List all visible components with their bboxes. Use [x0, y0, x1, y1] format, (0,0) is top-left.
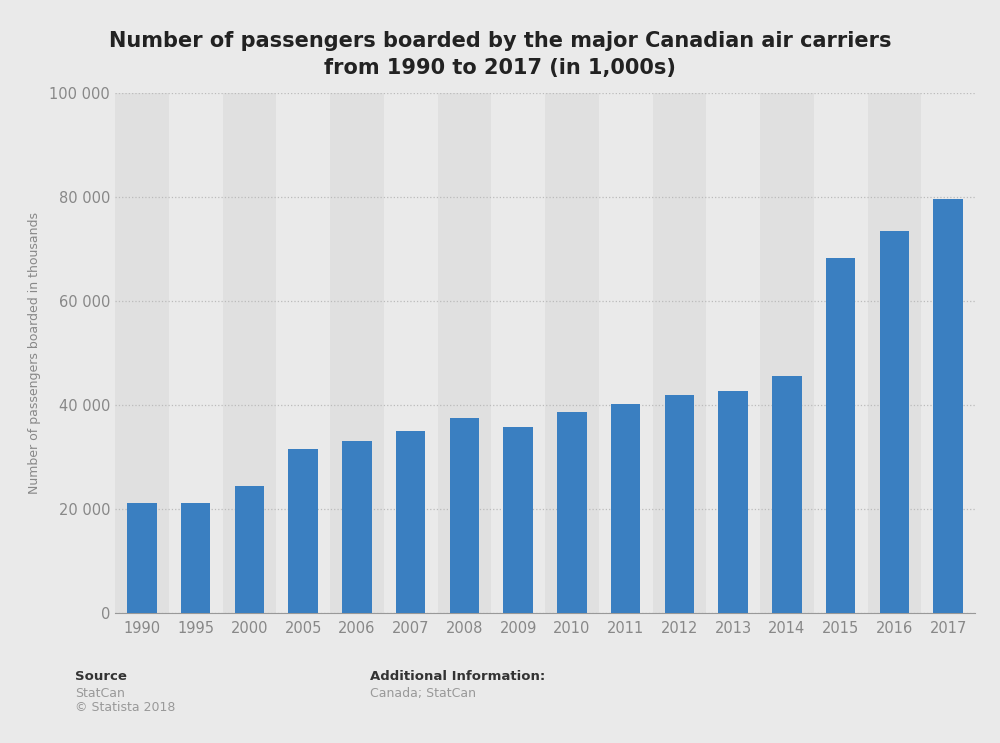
Bar	[814, 93, 868, 613]
Bar	[396, 431, 425, 613]
Bar	[169, 93, 222, 613]
Bar	[665, 395, 694, 613]
Text: Source: Source	[75, 670, 127, 683]
Text: Canada; StatCan: Canada; StatCan	[370, 687, 476, 699]
Bar	[503, 427, 533, 613]
Bar	[760, 93, 814, 613]
Text: Additional Information:: Additional Information:	[370, 670, 545, 683]
Bar	[222, 93, 276, 613]
Bar	[181, 503, 210, 613]
Bar	[288, 449, 318, 613]
Bar	[933, 199, 963, 613]
Bar	[450, 418, 479, 613]
Y-axis label: Number of passengers boarded in thousands: Number of passengers boarded in thousand…	[28, 212, 41, 494]
Bar	[491, 93, 545, 613]
Bar	[772, 376, 802, 613]
Bar	[599, 93, 652, 613]
Bar	[557, 412, 587, 613]
Bar	[868, 93, 921, 613]
Bar	[545, 93, 599, 613]
Bar	[718, 391, 748, 613]
Bar	[127, 503, 157, 613]
Bar	[115, 93, 169, 613]
Bar	[921, 93, 975, 613]
Bar	[330, 93, 384, 613]
Bar	[652, 93, 706, 613]
Text: © Statista 2018: © Statista 2018	[75, 701, 175, 713]
Bar	[826, 259, 855, 613]
Bar	[235, 486, 264, 613]
Text: from 1990 to 2017 (in 1,000s): from 1990 to 2017 (in 1,000s)	[324, 59, 676, 78]
Bar	[342, 441, 372, 613]
Text: Number of passengers boarded by the major Canadian air carriers: Number of passengers boarded by the majo…	[109, 31, 891, 51]
Bar	[276, 93, 330, 613]
Bar	[611, 404, 640, 613]
Bar	[384, 93, 438, 613]
Bar	[706, 93, 760, 613]
Bar	[438, 93, 491, 613]
Bar	[880, 230, 909, 613]
Text: StatCan: StatCan	[75, 687, 125, 699]
